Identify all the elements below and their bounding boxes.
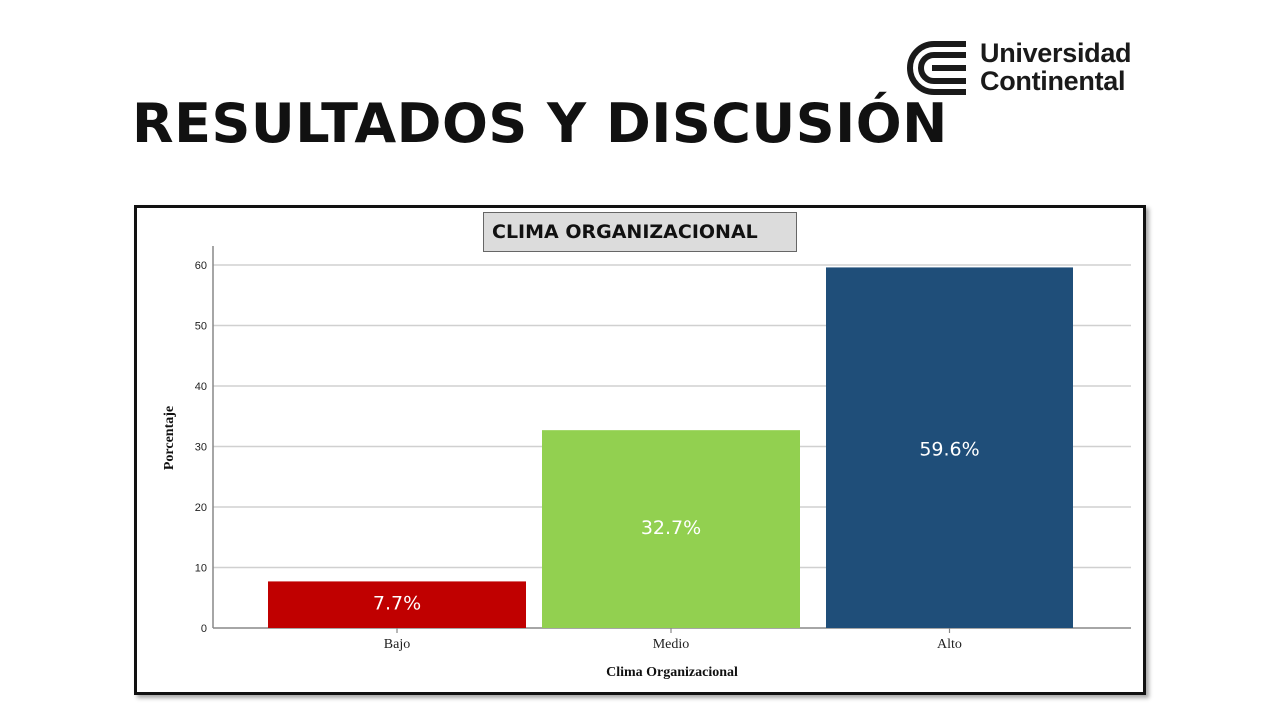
- chart-title: CLIMA ORGANIZACIONAL: [483, 212, 797, 252]
- bar-bajo: [268, 581, 526, 628]
- logo-text: Universidad Continental: [980, 38, 1132, 96]
- bar-data-label: 59.6%: [919, 438, 979, 460]
- y-tick-label: 60: [195, 260, 207, 272]
- university-logo-icon: [907, 41, 966, 95]
- logo-line-2: Continental: [980, 66, 1126, 96]
- x-axis-title: Clima Organizacional: [606, 665, 738, 680]
- chart-frame: 0 10 20 30 40 50 60 7.7% Bajo 32.7% Medio 59.6% Alto…: [134, 205, 1146, 695]
- bar-data-label: 7.7%: [373, 592, 421, 614]
- y-tick-label: 10: [195, 563, 207, 575]
- y-axis-title: Porcentaje: [162, 406, 177, 470]
- y-tick-label: 50: [195, 321, 207, 333]
- logo-line-1: Universidad: [980, 38, 1132, 68]
- x-tick-label: Alto: [937, 637, 962, 652]
- bar-alto: [826, 267, 1073, 628]
- bar-chart: 0 10 20 30 40 50 60 7.7% Bajo 32.7% Medio 59.6% Alto…: [162, 246, 1131, 680]
- y-tick-label: 30: [195, 442, 207, 454]
- bar-medio: [542, 430, 800, 628]
- y-tick-label: 40: [195, 381, 207, 393]
- y-tick-label: 20: [195, 502, 207, 514]
- university-logo: Universidad Continental: [896, 38, 1146, 98]
- bar-data-label: 32.7%: [641, 517, 701, 539]
- y-tick-label: 0: [201, 623, 207, 635]
- x-tick-label: Bajo: [384, 637, 410, 652]
- slide-title: RESULTADOS Y DISCUSIÓN: [132, 92, 948, 155]
- x-tick-label: Medio: [653, 637, 690, 652]
